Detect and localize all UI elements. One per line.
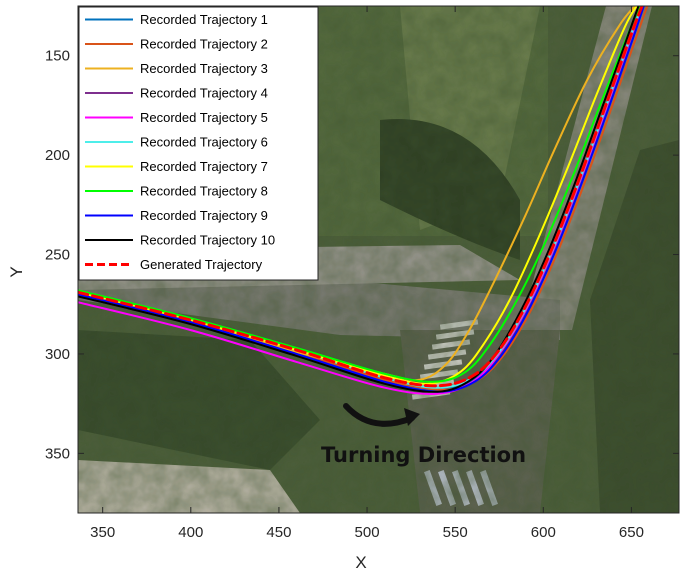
x-tick-label: 450 [266,524,291,541]
x-tick-label: 350 [90,524,115,541]
legend-box [78,6,319,281]
turning-arrowhead-icon [404,408,420,426]
y-tick-label: 250 [45,247,70,264]
legend-entry-label: Recorded Trajectory 9 [140,208,268,223]
plot-frame [77,5,680,514]
legend-entry-label: Recorded Trajectory 1 [140,12,268,27]
legend-entry-label: Recorded Trajectory 2 [140,37,268,52]
x-axis-label: X [355,553,366,572]
legend: Recorded Trajectory 1 Recorded Trajectory… [78,6,319,281]
legend-entry-label: Generated Trajectory [140,257,263,272]
turning-arrow-icon [343,403,415,427]
legend-entry-label: Recorded Trajectory 3 [140,61,268,76]
x-tick-label: 400 [178,524,203,541]
legend-entry-label: Recorded Trajectory 6 [140,135,268,150]
x-tick-label: 500 [355,524,380,541]
series-line-11 [78,6,644,388]
series-line-3 [78,6,636,382]
x-tick-label: 650 [619,524,644,541]
x-axis: 350 400 450 500 550 600 650 [90,6,644,541]
legend-entry-label: Recorded Trajectory 10 [140,233,275,248]
legend-entry-label: Recorded Trajectory 7 [140,159,268,174]
turning-direction-annotation: Turning Direction [321,443,526,467]
x-tick-label: 600 [531,524,556,541]
legend-entry-label: Recorded Trajectory 5 [140,110,268,125]
y-tick-label: 200 [45,147,70,164]
y-tick-label: 300 [45,346,70,363]
y-tick-label: 350 [45,445,70,462]
y-tick-label: 150 [45,48,70,65]
y-axis-label: Y [7,266,26,277]
x-tick-label: 550 [443,524,468,541]
series-line-9 [78,6,645,393]
series-line-10 [78,6,640,393]
legend-entry-label: Recorded Trajectory 8 [140,184,268,199]
series-line-8 [78,6,642,383]
y-axis: 150 200 250 300 350 [45,48,679,462]
legend-entry-label: Recorded Trajectory 4 [140,86,268,101]
trajectory-lines [78,6,649,395]
